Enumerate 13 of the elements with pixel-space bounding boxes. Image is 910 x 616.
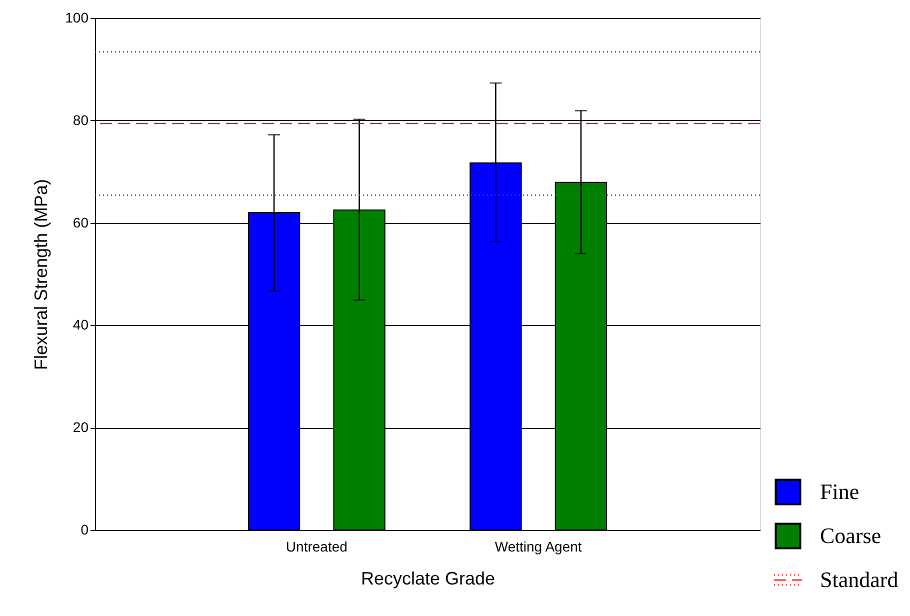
legend-label: Standard: [820, 567, 898, 592]
y-tick-label: 0: [80, 522, 89, 538]
y-tick-label: 20: [72, 419, 89, 436]
y-tick-label: 80: [72, 112, 89, 128]
x-axis-title: Recyclate Grade: [360, 568, 496, 588]
y-tick-label: 40: [72, 316, 89, 333]
y-tick-label: 60: [72, 214, 89, 230]
y-tick-label: 100: [65, 10, 89, 26]
x-tick-label: Wetting Agent: [494, 538, 582, 554]
y-axis-title: Flexural Strength (MPa): [31, 178, 52, 370]
legend-label: Coarse: [820, 523, 882, 548]
legend-label: Fine: [820, 479, 860, 504]
x-tick-label: Untreated: [286, 538, 348, 554]
